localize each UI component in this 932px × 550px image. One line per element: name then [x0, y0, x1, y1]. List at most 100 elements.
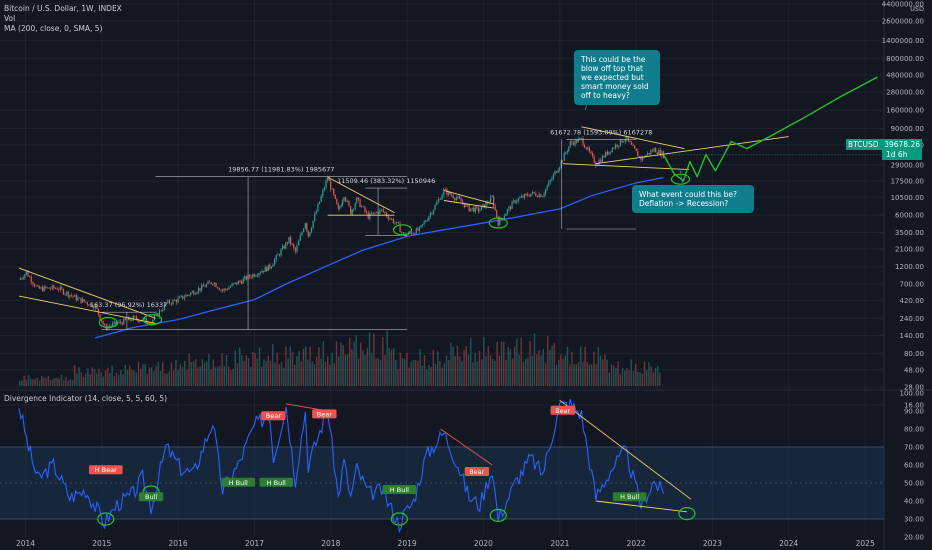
price-candle: [460, 198, 462, 202]
volume-bar: [98, 369, 100, 386]
volume-bar: [375, 358, 377, 386]
osc-tag-bull: [221, 477, 256, 487]
indicator-legend: Divergence Indicator (14, close, 5, 5, 6…: [4, 394, 168, 403]
price-candle: [48, 287, 50, 289]
price-candle: [555, 171, 558, 173]
ma-line: [95, 176, 664, 339]
volume-bar: [421, 365, 424, 386]
volume-bar: [324, 361, 327, 386]
volume-bar: [474, 352, 476, 386]
price-candle: [387, 216, 389, 219]
price-candle: [410, 232, 413, 235]
price-candle: [640, 156, 642, 161]
trendline: [562, 163, 689, 170]
price-candle: [140, 320, 143, 322]
price-candle: [552, 174, 555, 179]
measurement: 19856.77 (11981.83%) 1985677: [155, 166, 408, 330]
price-candle: [320, 195, 322, 202]
volume-bar: [184, 360, 186, 386]
price-candle: [579, 138, 581, 140]
price-candle: [115, 321, 117, 325]
price-candle: [123, 318, 125, 325]
price-candle: [226, 289, 228, 290]
volume-bar: [309, 346, 311, 386]
price-candle: [421, 224, 424, 226]
price-candle: [147, 322, 149, 324]
badge-symbol: BTCUSD: [846, 139, 882, 150]
time-tick-label: 2015: [92, 539, 111, 548]
volume-bar: [599, 355, 602, 386]
price-tick-label: 240.00: [900, 315, 925, 323]
symbol-title: Bitcoin / U.S. Dollar, 1W, INDEX: [4, 4, 122, 13]
volume-bar: [461, 361, 463, 386]
price-candle: [285, 242, 287, 249]
trendline: [18, 267, 156, 319]
price-candle: [318, 201, 321, 204]
volume-bar: [151, 366, 153, 386]
price-candle: [97, 308, 100, 315]
volume-bar: [397, 368, 399, 386]
volume-bar: [540, 355, 542, 386]
volume-bar: [514, 346, 516, 386]
callout-recession[interactable]: What event could this be? Deflation -> R…: [632, 185, 754, 213]
volume-bar: [646, 370, 648, 386]
price-candle: [611, 147, 613, 153]
price-candle: [221, 289, 224, 291]
price-candle: [545, 189, 547, 194]
price-candle: [653, 148, 655, 152]
volume-bar: [276, 352, 278, 386]
price-candle: [58, 289, 60, 291]
price-candle: [165, 303, 167, 304]
osc-tick-label: 70.00: [904, 444, 924, 452]
price-candle: [217, 287, 219, 289]
volume-bar: [624, 370, 626, 386]
price-candle: [170, 303, 172, 305]
osc-tag-label: Bull: [145, 493, 157, 501]
volume-bar: [393, 348, 395, 386]
volume-bar: [544, 362, 547, 386]
volume-bar: [349, 337, 351, 386]
price-candle: [269, 264, 271, 269]
price-candle: [75, 295, 77, 301]
price-candle: [312, 220, 314, 229]
volume-bar: [126, 369, 129, 386]
volume-bar: [639, 372, 641, 386]
price-candle: [551, 178, 553, 181]
volume-bar: [223, 366, 226, 386]
volume-bar: [148, 367, 151, 386]
price-candle: [618, 145, 620, 147]
volume-bar: [265, 360, 267, 386]
price-candle: [531, 191, 534, 194]
volume-bar: [632, 370, 635, 386]
volume-bar: [652, 372, 655, 386]
volume-bar: [498, 355, 501, 386]
volume-bar: [492, 359, 494, 386]
price-candle: [632, 144, 634, 146]
osc-tag-label: H Bull: [267, 479, 286, 487]
volume-bar: [144, 364, 146, 386]
price-candle: [466, 204, 469, 206]
price-candle: [157, 313, 159, 317]
price-candle: [315, 211, 317, 215]
price-candle: [30, 276, 32, 283]
volume-bar: [333, 363, 336, 386]
volume-bar: [91, 367, 94, 386]
volume-bar: [124, 364, 127, 386]
volume-bar: [311, 361, 314, 386]
price-candle: [402, 232, 405, 234]
price-candle: [601, 155, 604, 162]
price-candle: [571, 141, 573, 143]
price-candle: [233, 283, 235, 285]
price-candle: [381, 209, 383, 210]
osc-tag-bull: [382, 485, 417, 494]
annotation-drawings: 163.37 (96.92%) 16337 19856.77 (11981.83%…: [18, 95, 789, 330]
volume-bar: [478, 350, 481, 386]
price-candle: [511, 201, 513, 209]
price-candle: [569, 141, 571, 147]
price-candle: [528, 195, 530, 197]
callout-blow-off-top[interactable]: This could be the blow off top that we e…: [574, 50, 660, 105]
volume-bar: [360, 342, 362, 386]
volume-bar: [188, 353, 190, 386]
price-candle: [441, 194, 443, 200]
